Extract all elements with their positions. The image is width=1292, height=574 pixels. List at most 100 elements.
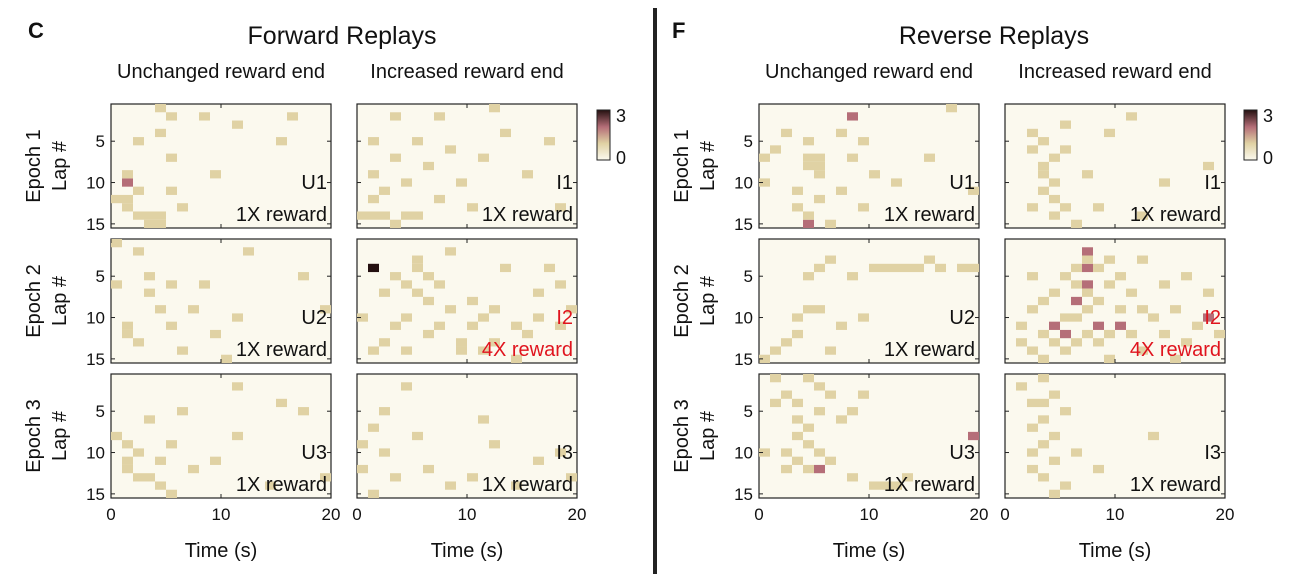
heatmap-cell	[803, 305, 814, 314]
heatmap-cell	[1082, 263, 1093, 273]
heatmap-cell	[401, 211, 412, 220]
heatmap-cell	[1016, 321, 1027, 330]
heatmap-cell	[1093, 296, 1104, 306]
heatmap-cell	[456, 338, 467, 347]
heatmap-cell	[122, 178, 133, 187]
heatmap-cell	[803, 137, 814, 146]
heatmap-cell	[445, 305, 456, 314]
epoch-1-label-f: Epoch 1	[671, 129, 693, 202]
heatmap-cell	[122, 440, 133, 449]
heatmap-cell	[880, 263, 891, 273]
heatmap-cell	[792, 313, 803, 322]
heatmap-cell	[368, 170, 379, 179]
heatmap-cell	[1016, 338, 1027, 347]
heatmap-cell	[133, 211, 144, 220]
heatmap-cell	[858, 390, 869, 399]
y-tick-label: 5	[744, 402, 753, 421]
heatmap-cell	[478, 346, 489, 355]
heatmap-panel-u1: 5 10 15 U1 1X reward	[734, 103, 980, 234]
panel-id-label: I1	[556, 172, 573, 194]
heatmap-cell	[199, 112, 210, 121]
heatmap-cell	[155, 481, 166, 490]
heatmap-cell	[1071, 263, 1082, 273]
heatmap-cell	[759, 354, 770, 363]
heatmap-cell	[379, 186, 390, 195]
heatmap-cell	[522, 170, 533, 179]
heatmap-cell	[166, 321, 177, 330]
heatmap-cell	[814, 170, 825, 179]
heatmap-panel-i2: I2 4X reward	[1004, 238, 1226, 364]
heatmap-cell	[533, 456, 544, 465]
heatmap-cell	[1159, 178, 1170, 187]
heatmap-cell	[368, 423, 379, 432]
heatmap-cell	[814, 305, 825, 314]
heatmap-cell	[858, 313, 869, 322]
y-tick-label: 5	[96, 132, 105, 151]
heatmap-cell	[533, 313, 544, 322]
heatmap-panel-i2: I2 4X reward	[356, 238, 578, 364]
heatmap-cell	[478, 313, 489, 322]
heatmap-cell	[166, 280, 177, 289]
heatmap-cell	[1049, 338, 1060, 347]
heatmap-cell	[133, 448, 144, 457]
panel-id-label: U1	[949, 172, 975, 194]
heatmap-cell	[1038, 296, 1049, 306]
heatmap-cell	[232, 382, 243, 391]
y-tick-label: 10	[734, 174, 753, 193]
heatmap-cell	[825, 219, 836, 228]
heatmap-panel-u3: 5 10 150 10 20 U3 1X reward	[734, 373, 988, 524]
heatmap-cell	[1203, 288, 1214, 297]
heatmap-cell	[122, 170, 133, 179]
heatmap-cell	[814, 448, 825, 457]
heatmap-panel-i1: I1 1X reward	[356, 103, 578, 229]
heatmap-cell	[1060, 272, 1071, 281]
y-tick-label: 15	[86, 350, 105, 369]
y-tick-label: 10	[86, 174, 105, 193]
y-tick-label: 10	[734, 444, 753, 463]
heatmap-cell	[847, 407, 858, 416]
heatmap-cell	[412, 211, 423, 220]
heatmap-cell	[759, 448, 770, 457]
heatmap-cell	[1104, 329, 1115, 339]
heatmap-cell	[412, 431, 423, 441]
panel-letter-f: F	[672, 18, 685, 43]
heatmap-cell	[759, 153, 770, 162]
heatmap-cell	[1181, 272, 1192, 281]
heatmap-cell	[401, 313, 412, 322]
x-tick-label: 0	[106, 505, 115, 524]
heatmap-cell	[357, 313, 368, 322]
heatmap-cell	[122, 329, 133, 339]
heatmap-cell	[412, 263, 423, 273]
heatmap-cell	[1082, 170, 1093, 179]
heatmap-cell	[489, 104, 500, 113]
heatmap-cell	[1093, 338, 1104, 347]
y-tick-label: 15	[734, 485, 753, 504]
heatmap-cell	[1049, 178, 1060, 187]
heatmap-cell	[368, 263, 379, 273]
heatmap-cell	[1060, 203, 1071, 212]
heatmap-cell	[390, 473, 401, 482]
heatmap-cell	[1148, 313, 1159, 322]
heatmap-cell	[1038, 170, 1049, 179]
heatmap-cell	[478, 415, 489, 424]
reward-label: 1X reward	[1130, 474, 1221, 496]
heatmap-cell	[357, 440, 368, 449]
heatmap-cell	[111, 239, 122, 248]
heatmap-cell	[935, 263, 946, 273]
heatmap-cell	[412, 288, 423, 297]
panel-id-label: U2	[949, 307, 975, 329]
heatmap-cell	[803, 374, 814, 383]
heatmap-cell	[803, 423, 814, 432]
heatmap-cell	[770, 145, 781, 154]
heatmap-cell	[522, 329, 533, 339]
heatmap-cell	[1049, 489, 1060, 498]
heatmap-cell	[122, 456, 133, 465]
heatmap-cell	[265, 481, 276, 490]
heatmap-cell	[1082, 255, 1093, 264]
heatmap-cell	[155, 456, 166, 465]
heatmap-cell	[891, 178, 902, 187]
heatmap-cell	[555, 203, 566, 212]
heatmap-cell	[122, 464, 133, 474]
heatmap-cell	[155, 211, 166, 220]
heatmap-cell	[166, 489, 177, 498]
